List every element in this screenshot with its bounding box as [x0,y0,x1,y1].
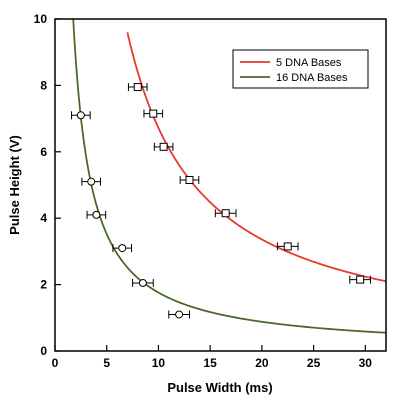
square-marker [221,209,230,218]
data-point-16-dna-bases [132,278,154,287]
x-tick-label: 10 [152,356,166,370]
data-point-5-dna-bases [127,83,148,92]
data-point-16-dna-bases [112,244,133,253]
data-point-5-dna-bases [143,109,164,118]
x-tick-label: 5 [103,356,110,370]
y-tick-label: 8 [40,78,47,92]
legend-label-16-dna-bases: 16 DNA Bases [276,72,348,84]
data-point-5-dna-bases [349,275,371,284]
legend: 5 DNA Bases 16 DNA Bases [232,49,369,89]
square-marker [185,176,194,185]
circle-marker [87,177,96,186]
legend-label-5-dna-bases: 5 DNA Bases [276,57,342,69]
x-axis-label: Pulse Width (ms) [167,380,272,395]
circle-marker [118,244,127,253]
fit-curve-16-dna-bases [72,19,386,334]
data-point-16-dna-bases [86,210,107,219]
axis-ticks: 0 5 10 15 20 25 30 0 2 4 6 8 10 [34,12,373,370]
y-tick-label: 0 [40,344,47,358]
legend-box [232,49,369,89]
plot-frame [54,18,387,352]
data-point-5-dna-bases [214,209,237,218]
x-tick-label: 15 [203,356,217,370]
y-axis-label: Pulse Height (V) [7,135,22,235]
data-point-16-dna-bases [81,177,102,186]
circle-marker [76,111,85,120]
data-point-5-dna-bases [276,242,299,251]
circle-marker [175,310,184,319]
fit-curves [72,19,386,334]
y-tick-label: 2 [40,278,47,292]
data-point-16-dna-bases [71,111,91,120]
square-marker [159,142,168,151]
y-tick-label: 6 [40,145,47,159]
x-tick-label: 20 [255,356,269,370]
x-tick-label: 0 [52,356,59,370]
y-tick-label: 10 [34,12,48,26]
square-marker [149,109,158,118]
data-point-5-dna-bases [179,176,200,185]
x-tick-label: 25 [307,356,321,370]
circle-marker [92,210,101,219]
square-marker [356,275,365,284]
data-point-16-dna-bases [168,310,190,319]
data-points [71,83,371,319]
data-point-5-dna-bases [153,142,174,151]
square-marker [133,83,142,92]
x-tick-label: 30 [359,356,373,370]
y-tick-label: 4 [40,211,47,225]
fit-curve-5-dna-bases [126,32,386,283]
square-marker [283,242,292,251]
circle-marker [138,278,147,287]
